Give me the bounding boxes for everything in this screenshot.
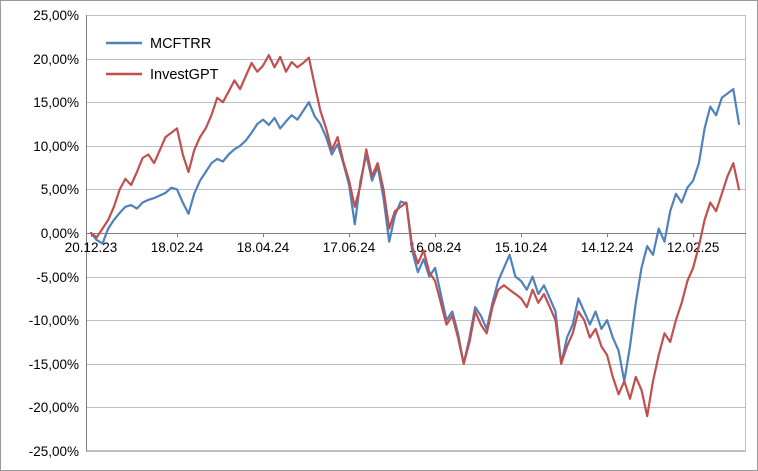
x-axis-tick-label: 12.02.25 (667, 240, 720, 255)
legend: MCFTRR InvestGPT (106, 36, 219, 83)
x-axis-tick-label: 15.10.24 (495, 240, 548, 255)
x-axis-tick-label: 20.12.23 (65, 240, 118, 255)
y-axis-tick-label: 0,00% (41, 226, 79, 241)
y-axis-tick-label: -5,00% (36, 270, 79, 285)
legend-label-investgpt: InvestGPT (150, 67, 219, 83)
y-axis-tick-label: -25,00% (29, 444, 79, 459)
y-axis-tick-label: -15,00% (29, 357, 79, 372)
x-axis-tick-label: 18.04.24 (237, 240, 290, 255)
y-axis-tick-label: -20,00% (29, 400, 79, 415)
y-axis-tick-label: -10,00% (29, 313, 79, 328)
x-axis-tick-label: 16.08.24 (409, 240, 462, 255)
legend-label-mcftrr: MCFTRR (150, 36, 211, 52)
y-axis-tick-label: 10,00% (33, 139, 79, 154)
series-line-investgpt (89, 53, 741, 418)
y-axis-tick-label: 20,00% (33, 52, 79, 67)
x-axis-tick-label: 17.06.24 (323, 240, 376, 255)
y-axis-tick-label: 15,00% (33, 95, 79, 110)
y-axis-tick-label: 25,00% (33, 8, 79, 23)
x-axis-tick-label: 14.12.24 (581, 240, 634, 255)
x-axis-tick-label: 18.02.24 (151, 240, 204, 255)
y-axis-tick-label: 5,00% (41, 182, 79, 197)
series-line-mcftrr (89, 87, 741, 383)
